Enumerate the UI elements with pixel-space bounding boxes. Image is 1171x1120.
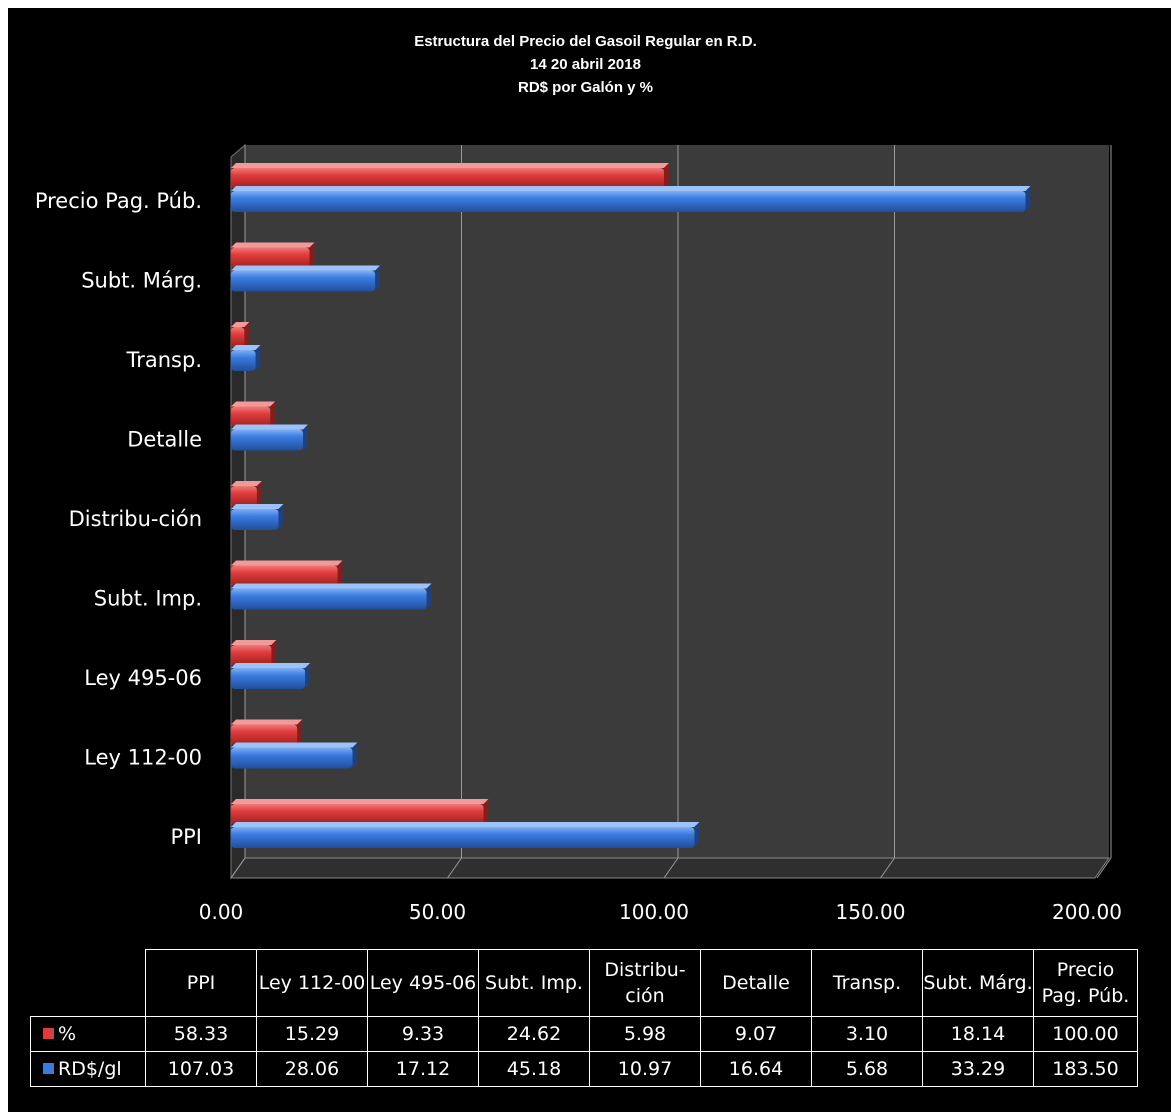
bar-percent-6: [231, 322, 250, 348]
table-cell: 16.64: [700, 1051, 812, 1087]
legend-key-rd-per-gallon: [43, 1063, 54, 1074]
table-header-row: PPI Ley 112-00 Ley 495-06 Subt. Imp. Distrib…: [30, 949, 1138, 1017]
table-header-cell: Distribu-ción: [589, 949, 701, 1017]
x-tick-label-0: 0.00: [199, 900, 244, 924]
bar-rd-per-gallon-1: [231, 742, 358, 769]
table-header-cell: Ley 495-06: [367, 949, 479, 1017]
gridline-floor-4: [1096, 857, 1112, 879]
table-header-cell: Subt. Márg.: [922, 949, 1034, 1017]
table-cell: 5.98: [589, 1016, 701, 1052]
x-tick-label-4: 200.00: [1052, 900, 1122, 924]
table-cell: 10.97: [589, 1051, 701, 1087]
bar-percent-3: [231, 560, 343, 587]
bar-rd-per-gallon-7: [231, 265, 381, 292]
table-cell: 33.29: [922, 1051, 1034, 1087]
bar-rd-per-gallon-0: [231, 822, 700, 848]
table-header-cell: PPI: [145, 949, 257, 1017]
table-row-rd-per-gallon: RD$/gl 107.03 28.06 17.12 45.18 10.97 16.64 5.…: [30, 1051, 1138, 1087]
table-cell: 45.18: [478, 1051, 590, 1087]
table-header-cell: Detalle: [700, 949, 812, 1017]
table-cell: 9.33: [367, 1016, 479, 1052]
bar-percent-8: [231, 163, 669, 189]
bar-rd-per-gallon-4: [231, 504, 284, 530]
bar-rd-per-gallon-5: [231, 424, 309, 451]
gridline-floor-0: [230, 857, 246, 879]
chart-title-line-3: RD$ por Galón y %: [517, 79, 654, 96]
table-cell: 58.33: [145, 1016, 257, 1052]
legend-row-label-percent: %: [30, 1016, 146, 1052]
category-label-7: Subt. Márg.: [81, 269, 202, 293]
plot-back-wall: [245, 145, 1109, 858]
data-table: PPI Ley 112-00 Ley 495-06 Subt. Imp. Distrib…: [30, 949, 1138, 1087]
chart-title-line-2: 14 20 abril 2018: [530, 56, 641, 73]
bar-percent-5: [231, 401, 276, 428]
bar-rd-per-gallon-2: [231, 663, 311, 689]
table-cell: 15.29: [256, 1016, 368, 1052]
legend-label-rd-per-gallon: RD$/gl: [58, 1058, 122, 1080]
table-cell: 3.10: [811, 1016, 923, 1052]
table-cell: 24.62: [478, 1016, 590, 1052]
category-label-8: Precio Pag. Púb.: [35, 189, 202, 213]
category-label-3: Subt. Imp.: [94, 587, 202, 611]
category-label-1: Ley 112-00: [84, 746, 202, 770]
bar-rd-per-gallon-8: [231, 186, 1031, 212]
x-tick-label-3: 150.00: [836, 900, 906, 924]
legend-key-percent: [43, 1028, 54, 1039]
table-cell: 5.68: [811, 1051, 923, 1087]
table-row-percent: % 58.33 15.29 9.33 24.62 5.98 9.07 3.10 18.14 10…: [30, 1016, 1138, 1052]
table-cell: 107.03: [145, 1051, 257, 1087]
table-cell: 183.50: [1033, 1051, 1138, 1087]
category-label-6: Transp.: [126, 348, 203, 372]
table-cell: 100.00: [1033, 1016, 1138, 1052]
x-tick-label-1: 50.00: [409, 900, 466, 924]
category-label-5: Detalle: [127, 428, 202, 452]
table-cell: 9.07: [700, 1016, 812, 1052]
bar-percent-0: [231, 799, 489, 825]
category-label-4: Distribu-ción: [69, 507, 202, 531]
bar-percent-4: [231, 481, 262, 507]
chart-title-line-1: Estructura del Precio del Gasoil Regular…: [414, 33, 757, 50]
bar-percent-2: [231, 640, 277, 666]
gridline-floor-3: [880, 857, 895, 879]
bar-rd-per-gallon-3: [231, 583, 432, 610]
category-label-0: PPI: [170, 825, 202, 849]
table-cell: 28.06: [256, 1051, 368, 1087]
table-header-cell: Precio Pag. Púb.: [1033, 949, 1138, 1017]
legend-label-percent: %: [58, 1023, 77, 1045]
plot-floor: [230, 857, 1110, 879]
x-tick-label-2: 100.00: [619, 900, 689, 924]
table-header-cell: Ley 112-00: [256, 949, 368, 1017]
category-label-2: Ley 495-06: [84, 666, 202, 690]
bar-rd-per-gallon-6: [231, 345, 261, 371]
gridline-floor-2: [663, 857, 679, 879]
bar-percent-1: [231, 719, 303, 746]
legend-row-label-rd-per-gallon: RD$/gl: [30, 1051, 146, 1087]
table-corner-cell: [30, 949, 146, 1017]
table-header-cell: Subt. Imp.: [478, 949, 590, 1017]
table-cell: 18.14: [922, 1016, 1034, 1052]
table-cell: 17.12: [367, 1051, 479, 1087]
table-header-cell: Transp.: [811, 949, 923, 1017]
gridline-floor-1: [447, 857, 462, 879]
bar-percent-7: [231, 242, 315, 269]
